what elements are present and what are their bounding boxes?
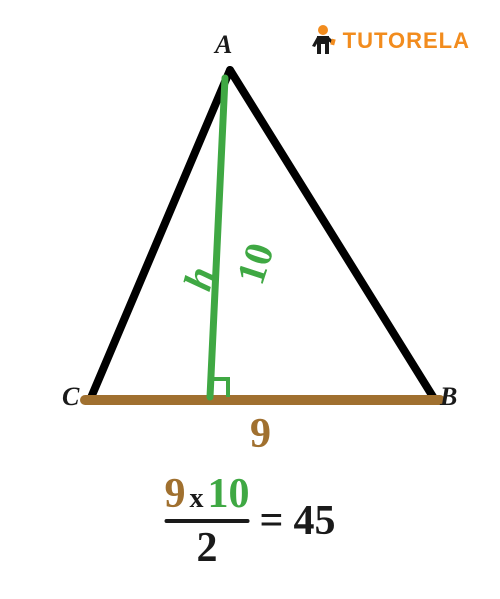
altitude-line bbox=[210, 78, 225, 397]
triangle-diagram: A B C h 10 9 bbox=[40, 60, 460, 460]
fraction: 9 x 10 2 bbox=[165, 473, 250, 569]
side-ab bbox=[230, 70, 435, 400]
equals-sign: = bbox=[260, 497, 284, 545]
vertex-b-label: B bbox=[440, 382, 457, 412]
brand-logo: TUTORELA bbox=[309, 24, 470, 58]
logo-text: TUTORELA bbox=[343, 28, 470, 54]
vertex-a-label: A bbox=[215, 30, 232, 60]
formula-height: 10 bbox=[208, 473, 250, 515]
vertex-c-label: C bbox=[62, 382, 79, 412]
formula-base: 9 bbox=[165, 473, 186, 515]
base-value-label: 9 bbox=[250, 410, 271, 458]
logo-icon bbox=[309, 24, 337, 58]
numerator: 9 x 10 bbox=[165, 473, 250, 519]
formula-times: x bbox=[190, 485, 204, 513]
denominator: 2 bbox=[197, 523, 218, 569]
formula-divisor: 2 bbox=[197, 525, 218, 571]
area-formula: 9 x 10 2 = 45 bbox=[165, 473, 336, 569]
formula-result: 45 bbox=[293, 497, 335, 545]
